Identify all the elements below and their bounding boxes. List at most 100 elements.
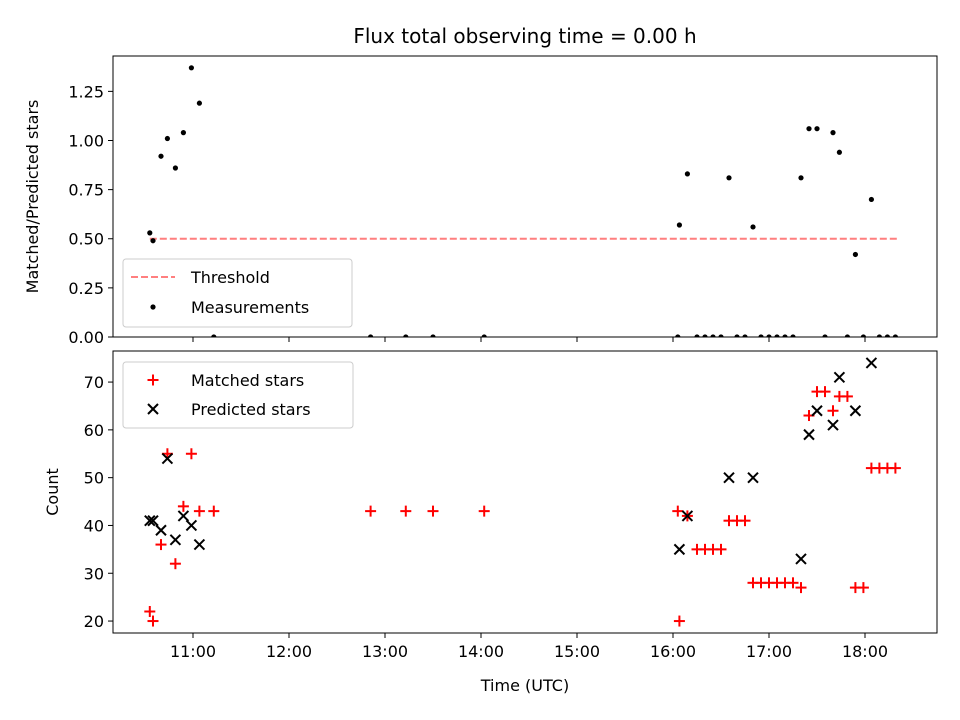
measurement-point	[164, 135, 170, 142]
legend-matched-label: Matched stars	[191, 371, 304, 390]
measurement-point	[814, 126, 820, 132]
measurement-point	[188, 65, 194, 71]
predicted-marker-b	[144, 514, 156, 527]
predicted-marker-b	[169, 534, 182, 546]
bottom-xlabel: Time (UTC)	[480, 676, 569, 695]
top-panel: 0.00 0.25 0.50 0.75 1.00 1.25 Matched/Predicte…	[23, 55, 938, 347]
matched-star-point	[889, 462, 901, 474]
predicted-star-point	[147, 514, 159, 527]
top-legend: Threshold Measurements	[122, 258, 353, 328]
top-ylabel: Matched/Predicted stars	[23, 100, 42, 294]
measurement-point	[180, 130, 186, 136]
bottom-xtick-label: 13:00	[362, 642, 408, 661]
matched-star-point	[169, 558, 181, 570]
matched-star-point	[819, 386, 831, 398]
measurement-point	[702, 334, 708, 337]
predicted-marker-b	[723, 471, 735, 484]
measurement-point	[734, 334, 740, 337]
measurement-point	[884, 334, 890, 337]
predicted-star-point	[833, 371, 846, 383]
bottom-xtick-label: 15:00	[554, 642, 600, 661]
chart-title: Flux total observing time = 0.00 h	[353, 24, 696, 48]
measurement-point	[790, 334, 796, 337]
matched-star-point	[739, 515, 751, 527]
legend-measurements-swatch	[150, 304, 156, 310]
predicted-star-point	[849, 405, 862, 417]
matched-star-point	[857, 582, 869, 594]
measurement-point	[481, 334, 487, 337]
predicted-star-point	[681, 510, 694, 522]
measurement-point	[830, 130, 836, 136]
measurement-point	[710, 334, 716, 337]
measurement-point	[852, 251, 859, 258]
predicted-star-point	[795, 553, 807, 565]
matched-star-point	[144, 605, 156, 617]
bottom-ytick-label: 40	[84, 516, 104, 535]
predicted-marker-b	[681, 510, 694, 522]
predicted-marker-b	[803, 428, 815, 441]
bottom-legend-box	[122, 361, 354, 429]
matched-star-point	[672, 505, 684, 517]
predicted-star-point	[803, 428, 815, 441]
predicted-marker-b	[827, 419, 839, 431]
measurement-point	[758, 334, 764, 337]
bottom-ytick-label: 50	[84, 469, 104, 488]
measurement-point	[822, 334, 828, 337]
predicted-star-point	[827, 419, 839, 431]
predicted-marker-b	[147, 514, 159, 527]
predicted-star-point	[144, 514, 156, 527]
measurement-point	[196, 100, 202, 106]
bottom-ytick-label: 20	[84, 612, 104, 631]
matched-star-point	[827, 405, 839, 417]
predicted-star-point	[193, 538, 206, 551]
bottom-xtick-label: 16:00	[650, 642, 696, 661]
measurement-point	[782, 334, 788, 337]
bottom-xtick-label: 12:00	[266, 642, 312, 661]
predicted-star-point	[673, 543, 686, 556]
matched-star-point	[208, 505, 220, 517]
measurement-point	[211, 334, 217, 337]
measurement-point	[836, 149, 843, 155]
predicted-star-point	[155, 524, 167, 536]
matched-star-point	[400, 505, 412, 517]
measurement-point	[876, 334, 882, 337]
matched-star-point	[673, 615, 685, 627]
measurement-point	[798, 175, 804, 181]
matched-star-point	[795, 582, 807, 594]
predicted-marker-b	[865, 357, 878, 369]
bottom-xtick-label: 11:00	[170, 642, 216, 661]
predicted-star-point	[185, 519, 198, 532]
measurement-point	[430, 334, 436, 337]
matched-star-point	[177, 500, 189, 512]
predicted-marker-b	[185, 519, 198, 532]
measurement-point	[694, 334, 700, 337]
measurement-point	[868, 196, 875, 203]
matched-star-point	[715, 543, 727, 555]
predicted-star-point	[747, 471, 759, 484]
measurement-point	[158, 153, 164, 159]
top-ytick-label: 0.00	[68, 328, 104, 347]
measurement-point	[150, 238, 156, 244]
legend-measurements-label: Measurements	[191, 298, 309, 317]
bottom-ylabel: Count	[43, 468, 62, 516]
measurement-point	[684, 171, 691, 177]
measurement-point	[718, 334, 724, 337]
bottom-ytick-label: 30	[84, 564, 104, 583]
predicted-marker-b	[833, 371, 846, 383]
measurement-point	[774, 334, 780, 337]
legend-predicted-b	[147, 403, 159, 415]
predicted-marker-b	[811, 405, 823, 417]
top-plot-area	[147, 65, 898, 337]
matched-star-point	[787, 577, 799, 589]
matched-star-point	[478, 505, 490, 517]
predicted-star-point	[169, 534, 182, 546]
measurement-point	[172, 165, 178, 171]
predicted-marker-b	[795, 553, 807, 565]
measurement-point	[675, 334, 681, 337]
predicted-star-point	[865, 357, 878, 369]
bottom-xtick-label: 18:00	[842, 642, 888, 661]
predicted-marker-b	[849, 405, 862, 417]
top-ytick-label: 1.25	[68, 82, 104, 101]
top-ytick-label: 1.00	[68, 131, 104, 150]
